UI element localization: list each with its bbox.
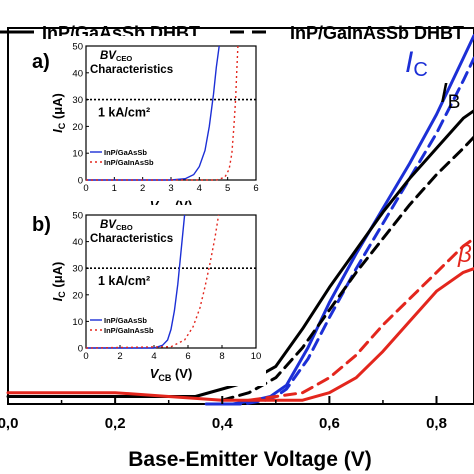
inset-background — [54, 205, 266, 386]
inset-y-tick-label: 50 — [72, 211, 83, 222]
inset-series-0 — [86, 45, 220, 181]
inset-y-tick-label: 0 — [78, 176, 83, 187]
inset-y-label-main: I — [50, 129, 65, 133]
inset-y-tick-label: 0 — [78, 344, 83, 355]
inset-b: b) 0 2 4 6 8 10 0 10 20 30 40 50 1 kA/cm² BVCBOCharact… — [32, 205, 266, 386]
inset-background — [54, 36, 266, 218]
inset-y-tick-label: 10 — [72, 317, 83, 328]
inset-panel-label: b) — [32, 214, 51, 236]
main-series-4 — [6, 267, 474, 402]
inset-y-tick-label: 10 — [72, 149, 83, 160]
inset-density-label: 1 kA/cm² — [98, 274, 150, 288]
inset-title-main: BV — [100, 50, 117, 62]
inset-y-tick-label: 20 — [72, 122, 83, 133]
inset-x-tick-label: 2 — [117, 351, 122, 362]
inset-x-tick-label: 1 — [112, 183, 117, 194]
inset-x-tick-label: 2 — [140, 183, 145, 194]
inset-x-tick-label: 5 — [225, 183, 230, 194]
inset-x-axis-label: VCB (V) — [150, 366, 193, 383]
main-x-axis: 0,0 0,2 0,4 0,6 0,8 — [0, 396, 447, 432]
inset-y-tick-label: 30 — [72, 95, 83, 106]
inset-y-axis-label: IC (μA) — [50, 262, 67, 302]
inset-title-sub: CBO — [116, 223, 133, 232]
ic-label-sub: C — [413, 59, 427, 81]
inset-legend-label: InP/GaAsSb — [104, 316, 147, 325]
ic-label-main: I — [405, 46, 413, 79]
legend-dashed-label: InP/GaInAsSb DHBT — [290, 23, 464, 43]
inset-y-label-sub: C — [57, 122, 67, 129]
inset-legend-label: InP/GaInAsSb — [104, 326, 154, 335]
main-x-tick-label: 0,2 — [105, 415, 126, 432]
inset-title: BVCEO — [100, 50, 132, 63]
inset-x-label-main: V — [150, 366, 160, 381]
inset-x-tick-label: 4 — [151, 351, 156, 362]
inset-frame — [85, 214, 257, 349]
inset-legend-label: InP/GaAsSb — [104, 148, 147, 157]
inset-title-line2: Characteristics — [90, 233, 173, 245]
main-x-tick-label: 0,6 — [319, 415, 340, 432]
inset-y-tick-label: 40 — [72, 237, 83, 248]
inset-x-tick-label: 3 — [168, 183, 173, 194]
inset-x-tick-label: 4 — [197, 183, 202, 194]
inset-legend-label: InP/GaInAsSb — [104, 158, 154, 167]
main-series-3 — [220, 135, 474, 402]
ib-label-sub: B — [448, 92, 461, 113]
inset-y-label-unit: (μA) — [50, 93, 65, 123]
main-x-axis-label: Base-Emitter Voltage (V) — [128, 448, 372, 471]
inset-y-tick-label: 50 — [72, 42, 83, 53]
ib-curve-label: IB — [440, 77, 460, 113]
main-series-5 — [247, 237, 474, 402]
inset-title-sub: CEO — [116, 54, 132, 63]
ib-label-main: I — [440, 77, 448, 108]
inset-y-label-unit: (μA) — [50, 262, 65, 292]
inset-series-1 — [85, 214, 220, 349]
inset-y-tick-label: 40 — [72, 68, 83, 79]
inset-x-tick-label: 0 — [83, 183, 88, 194]
inset-x-tick-label: 0 — [83, 351, 88, 362]
inset-panel-label: a) — [32, 51, 50, 73]
inset-y-label-main: I — [50, 297, 65, 301]
inset-x-tick-label: 6 — [253, 183, 258, 194]
beta-curve-label: β — [457, 241, 472, 268]
inset-y-label-sub: C — [57, 291, 67, 298]
inset-y-tick-label: 30 — [72, 264, 83, 275]
inset-x-tick-label: 10 — [251, 351, 262, 362]
main-x-tick-label: 0,4 — [212, 415, 234, 432]
inset-x-tick-label: 6 — [185, 351, 190, 362]
inset-x-label-sub: CB — [158, 373, 171, 383]
inset-title: BVCBO — [100, 219, 133, 232]
inset-x-tick-label: 8 — [219, 351, 224, 362]
inset-title-main: BV — [100, 219, 117, 231]
inset-a: a) 0 1 2 3 4 5 6 0 10 20 30 40 50 1 kA/cm² BVCEOCharact… — [32, 36, 266, 218]
main-series-2 — [6, 109, 474, 398]
inset-series-1 — [86, 45, 239, 181]
inset-y-tick-label: 20 — [72, 290, 83, 301]
ic-curve-label: IC — [405, 46, 428, 81]
inset-y-axis-label: IC (μA) — [50, 93, 67, 133]
main-x-tick-label: 0,8 — [426, 415, 447, 432]
inset-x-label-unit: (V) — [171, 366, 192, 381]
inset-title-line2: Characteristics — [90, 64, 173, 76]
main-x-tick-label: 0,0 — [0, 415, 18, 432]
main-series-group — [6, 34, 474, 406]
inset-density-label: 1 kA/cm² — [98, 106, 150, 120]
